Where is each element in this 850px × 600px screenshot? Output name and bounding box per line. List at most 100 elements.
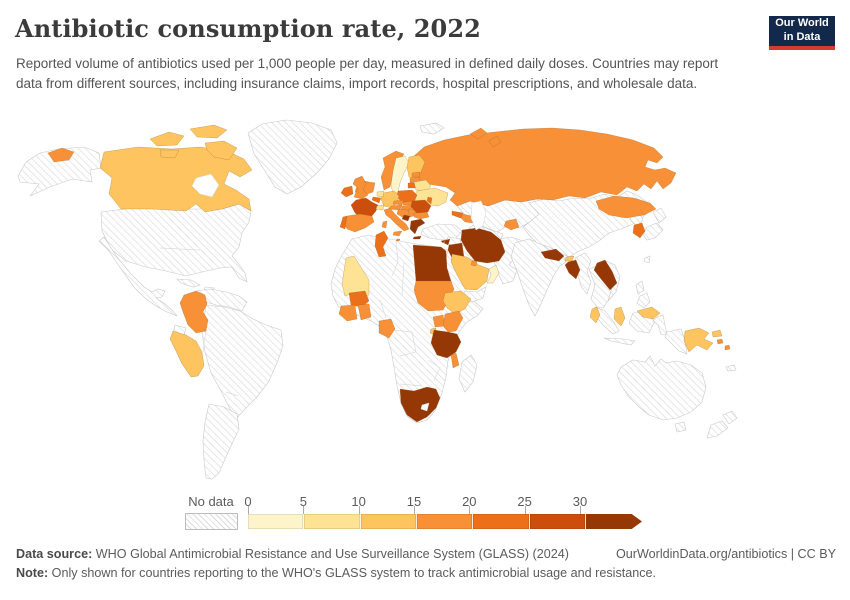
country-cyprus[interactable] [440, 239, 447, 244]
country-caribbean[interactable] [176, 278, 201, 288]
country-solomon-islands[interactable] [716, 338, 724, 345]
country-mexico-and-central-america[interactable] [98, 236, 178, 317]
legend-segment-10-15[interactable] [359, 514, 416, 529]
country-south-africa[interactable] [399, 386, 441, 423]
country-russia[interactable] [469, 127, 488, 140]
country-slovakia[interactable] [402, 200, 414, 206]
country-united-states[interactable] [17, 146, 102, 197]
country-greece[interactable] [409, 218, 426, 235]
country-iran[interactable] [460, 227, 506, 264]
country-moldova[interactable] [426, 196, 433, 205]
country-canada[interactable] [189, 124, 228, 139]
country-peru[interactable] [169, 330, 205, 378]
country-malawi[interactable] [450, 352, 460, 369]
country-estonia[interactable] [411, 171, 421, 178]
country-indonesia[interactable] [664, 328, 688, 355]
legend-segment-15-20[interactable] [415, 514, 473, 529]
country-belarus[interactable] [413, 179, 432, 192]
legend-segment-25-30[interactable] [528, 514, 585, 529]
country-czechia[interactable] [392, 199, 405, 206]
country-colombia[interactable] [179, 290, 209, 334]
country-bhutan[interactable] [564, 255, 575, 262]
country-switzerland[interactable] [375, 204, 385, 211]
country-canada[interactable] [204, 140, 238, 161]
country-sudan[interactable] [413, 280, 455, 312]
country-japan[interactable] [642, 222, 664, 241]
country-canada[interactable] [149, 131, 185, 147]
legend-segment-20-25[interactable] [472, 514, 529, 529]
country-russia[interactable] [488, 135, 502, 148]
country-romania[interactable] [410, 199, 432, 214]
country-mongolia[interactable] [595, 195, 657, 219]
country-indonesia[interactable] [652, 314, 668, 336]
country-cote-d-ivoire[interactable] [338, 304, 358, 322]
country-nepal[interactable] [540, 248, 565, 262]
country-south-korea[interactable] [632, 222, 646, 239]
country-brazil[interactable] [201, 304, 284, 420]
country-laos[interactable] [593, 259, 618, 291]
legend-color-bar[interactable]: 0 5 10 15 20 25 30 [244, 492, 648, 532]
country-philippines[interactable] [635, 280, 645, 295]
country-japan[interactable] [652, 207, 667, 224]
country-france[interactable] [350, 197, 379, 220]
country-greenland[interactable] [247, 119, 338, 195]
country-taiwan[interactable] [643, 255, 651, 264]
legend-segment-30+[interactable] [584, 514, 642, 529]
owid-logo[interactable]: Our World in Data [769, 16, 835, 50]
owid-url-link[interactable]: OurWorldinData.org/antibiotics | CC BY [615, 547, 836, 561]
country-united-kingdom[interactable] [352, 175, 369, 200]
country-italy[interactable] [392, 230, 403, 237]
country-italy[interactable] [381, 220, 388, 229]
country-bangladesh[interactable] [564, 259, 581, 280]
country-malaysia[interactable] [636, 306, 661, 320]
country-italy[interactable] [383, 207, 410, 232]
country-tanzania[interactable] [430, 329, 462, 359]
country-australia[interactable] [674, 421, 687, 433]
country-ireland[interactable] [340, 185, 354, 198]
country-svalbard[interactable] [419, 122, 445, 135]
country-russia[interactable] [409, 127, 677, 207]
country-malaysia[interactable] [613, 306, 626, 327]
country-argentina-and-chile[interactable] [202, 403, 240, 480]
legend-segment-5-10[interactable] [303, 514, 360, 529]
country-burkina-faso[interactable] [348, 290, 370, 308]
country-ghana[interactable] [357, 303, 372, 321]
legend-no-data-swatch[interactable] [185, 513, 238, 530]
country-sri-lanka[interactable] [589, 306, 601, 324]
country-new-caledonia[interactable] [725, 364, 737, 372]
country-bulgaria[interactable] [413, 211, 430, 220]
country-oman[interactable] [486, 264, 500, 284]
country-tunisia[interactable] [374, 230, 389, 258]
country-spain[interactable] [342, 213, 375, 233]
country-lebanon[interactable] [443, 238, 451, 246]
country-canada[interactable] [159, 149, 180, 159]
country-sweden[interactable] [390, 155, 410, 195]
country-malta[interactable] [395, 238, 401, 242]
country-myanmar[interactable] [574, 252, 592, 295]
country-montenegro[interactable] [401, 214, 411, 222]
country-papua-new-guinea[interactable] [711, 329, 723, 338]
legend-segment-0-5[interactable] [248, 514, 304, 529]
country-madagascar[interactable] [458, 354, 478, 393]
country-new-zealand[interactable] [706, 420, 729, 439]
country-ethiopia[interactable] [442, 290, 472, 315]
country-tajikistan[interactable] [503, 218, 520, 231]
country-russia[interactable] [47, 147, 75, 163]
country-new-zealand[interactable] [722, 410, 738, 425]
country-netherlands[interactable] [376, 190, 385, 198]
country-indonesia[interactable] [603, 337, 636, 346]
country-greece[interactable] [412, 235, 422, 240]
country-egypt[interactable] [412, 244, 452, 282]
country-turkey[interactable] [420, 223, 463, 241]
country-philippines[interactable] [636, 292, 651, 309]
country-solomon-islands[interactable] [724, 344, 731, 351]
country-belgium[interactable] [371, 196, 382, 204]
country-papua-new-guinea[interactable] [683, 327, 714, 353]
country-australia[interactable] [616, 355, 707, 421]
country-portugal[interactable] [339, 215, 348, 230]
country-azerbaijan[interactable] [460, 213, 474, 224]
country-gabon[interactable] [378, 318, 396, 339]
country-india[interactable] [510, 238, 567, 317]
country-kenya[interactable] [442, 310, 464, 333]
